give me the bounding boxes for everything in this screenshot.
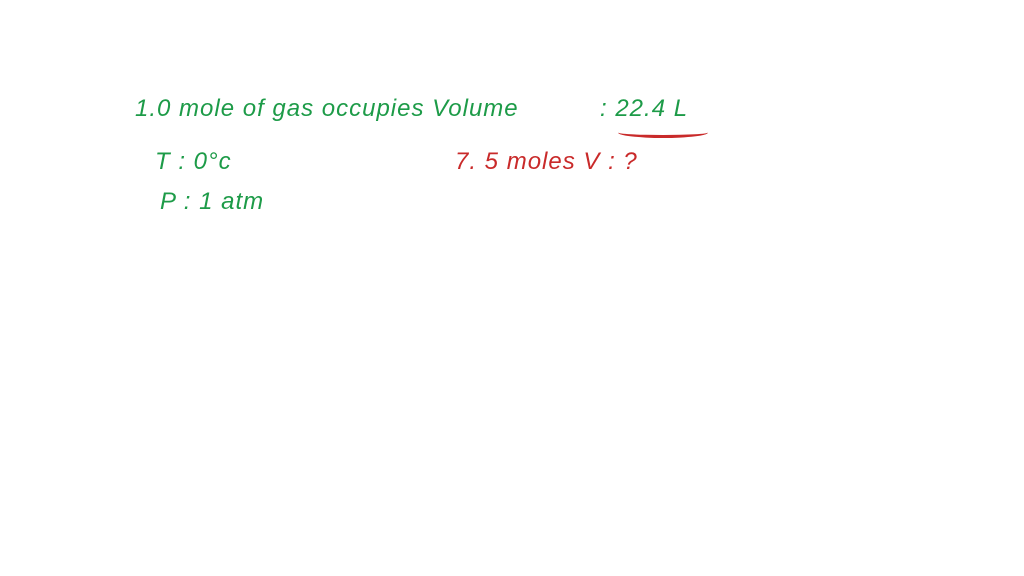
temperature-note: T : 0°c bbox=[155, 148, 232, 176]
question-note: 7. 5 moles V : ? bbox=[455, 148, 638, 176]
statement-line: 1.0 mole of gas occupies Volume bbox=[135, 95, 519, 123]
volume-value: : 22.4 L bbox=[600, 95, 688, 123]
pressure-note: P : 1 atm bbox=[160, 188, 264, 216]
underline-mark bbox=[618, 127, 708, 138]
